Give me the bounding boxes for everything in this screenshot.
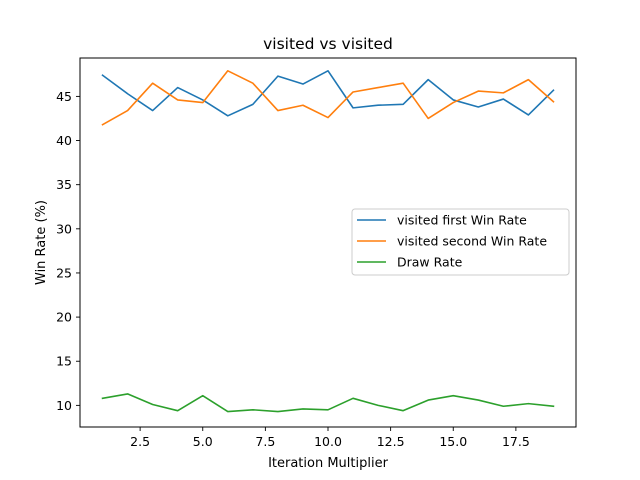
legend-label-visited-first-win-rate: visited first Win Rate: [397, 213, 527, 228]
series-line-visited-first-win-rate: [101, 70, 555, 117]
y-tick-label: 15: [56, 354, 72, 369]
series-line-visited-second-win-rate: [101, 70, 555, 126]
x-axis: 2.5 5.0 7.5 10.0 12.5 15.0 17.5: [130, 427, 530, 449]
legend: visited first Win Rate visited second Win…: [351, 208, 570, 276]
y-axis-label: Win Rate (%): [34, 200, 49, 285]
y-tick-label: 40: [56, 133, 72, 148]
chart-title: visited vs visited: [263, 35, 393, 53]
x-tick-label: 10.0: [314, 434, 342, 449]
y-tick-label: 10: [56, 398, 72, 413]
x-axis-label: Iteration Multiplier: [268, 456, 389, 471]
x-tick-label: 2.5: [130, 434, 150, 449]
y-tick-label: 45: [56, 89, 72, 104]
y-tick-label: 20: [56, 310, 72, 325]
x-tick-label: 12.5: [377, 434, 405, 449]
legend-label-visited-second-win-rate: visited second Win Rate: [397, 234, 547, 249]
legend-label-draw-rate: Draw Rate: [397, 255, 463, 270]
x-tick-label: 17.5: [502, 434, 530, 449]
x-tick-label: 5.0: [193, 434, 213, 449]
y-tick-label: 25: [56, 265, 72, 280]
legend-entries: visited first Win Rate visited second Win…: [357, 213, 547, 270]
series-line-draw-rate: [101, 393, 555, 413]
legend-box: [351, 208, 570, 276]
plot-lines: [101, 70, 555, 413]
y-tick-label: 35: [56, 177, 72, 192]
x-tick-label: 15.0: [439, 434, 467, 449]
y-tick-label: 30: [56, 221, 72, 236]
x-tick-label: 7.5: [255, 434, 275, 449]
y-axis: 10 15 20 25 30 35 40 45: [56, 89, 80, 413]
